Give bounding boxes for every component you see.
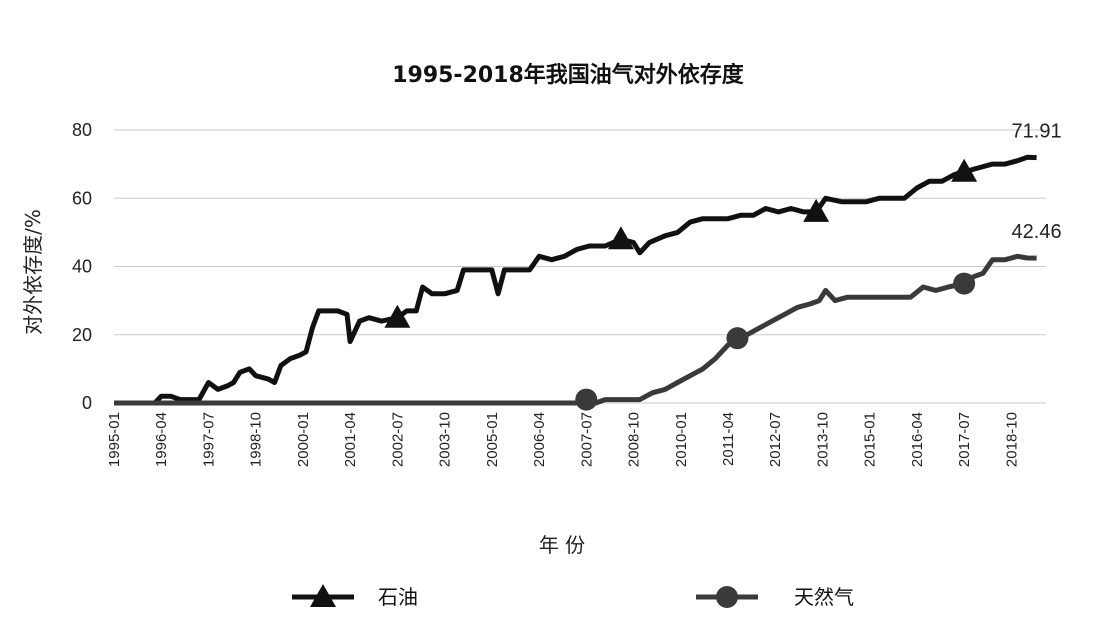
series-line-gas (114, 253, 1037, 406)
x-tick-label: 2002-07 (389, 412, 406, 467)
legend-circle-icon (716, 586, 738, 608)
series-line-oil (114, 154, 1037, 406)
gas-circle-marker (726, 327, 749, 350)
legend-label: 石油 (378, 585, 418, 609)
oil-triangle-marker (384, 304, 411, 328)
x-tick-label: 2001-04 (342, 412, 359, 467)
end-value-label: 42.46 (1012, 221, 1062, 243)
x-tick-label: 1998-10 (248, 412, 265, 467)
x-tick-label: 2007-07 (578, 412, 595, 467)
y-tick-label: 20 (72, 325, 92, 345)
y-tick-label: 0 (82, 393, 92, 413)
x-tick-label: 1996-04 (153, 412, 170, 467)
x-tick-label: 1995-01 (106, 412, 123, 467)
y-tick-label: 60 (72, 188, 92, 208)
series-lines (114, 154, 1037, 406)
x-axis-label: 年 份 (539, 533, 585, 557)
chart-title: 1995-2018年我国油气对外依存度 (392, 62, 745, 88)
x-tick-label: 2005-01 (484, 412, 501, 467)
x-tick-label: 2018-10 (1003, 412, 1020, 467)
x-tick-label: 2015-01 (862, 412, 879, 467)
x-tick-label: 2003-10 (437, 412, 454, 467)
oil-triangle-marker (803, 198, 830, 222)
x-tick-label: 2012-07 (767, 412, 784, 467)
legend-triangle-icon (310, 584, 336, 607)
x-tick-labels: 1995-01 1996-04 1997-07 1998-10 2000-01 2001-… (106, 412, 1020, 467)
x-tick-label: 2000-01 (295, 412, 312, 467)
end-labels: 71.91 42.46 (1012, 121, 1062, 243)
x-tick-label: 2006-04 (531, 412, 548, 467)
oil-triangle-marker (607, 226, 634, 250)
x-tick-label: 2011-04 (720, 412, 737, 466)
x-tick-label: 2010-01 (673, 412, 690, 467)
x-tick-label: 1997-07 (200, 412, 217, 467)
series-markers (384, 158, 978, 411)
grid-lines (114, 129, 1046, 404)
end-value-label: 71.91 (1012, 121, 1062, 143)
y-tick-labels: 0 20 40 60 80 (72, 120, 92, 413)
legend-label: 天然气 (794, 585, 854, 609)
gas-circle-marker (953, 272, 976, 295)
x-tick-label: 2008-10 (626, 412, 643, 467)
x-tick-label: 2017-07 (956, 412, 973, 467)
legend: 石油 天然气 (292, 584, 854, 609)
y-axis-label: 对外依存度/% (21, 209, 45, 335)
y-tick-label: 40 (72, 257, 92, 277)
gas-circle-marker (575, 388, 598, 411)
x-tick-label: 2016-04 (909, 412, 926, 467)
oil-triangle-marker (951, 158, 978, 182)
x-tick-label: 2013-10 (814, 412, 831, 467)
y-tick-label: 80 (72, 120, 92, 140)
